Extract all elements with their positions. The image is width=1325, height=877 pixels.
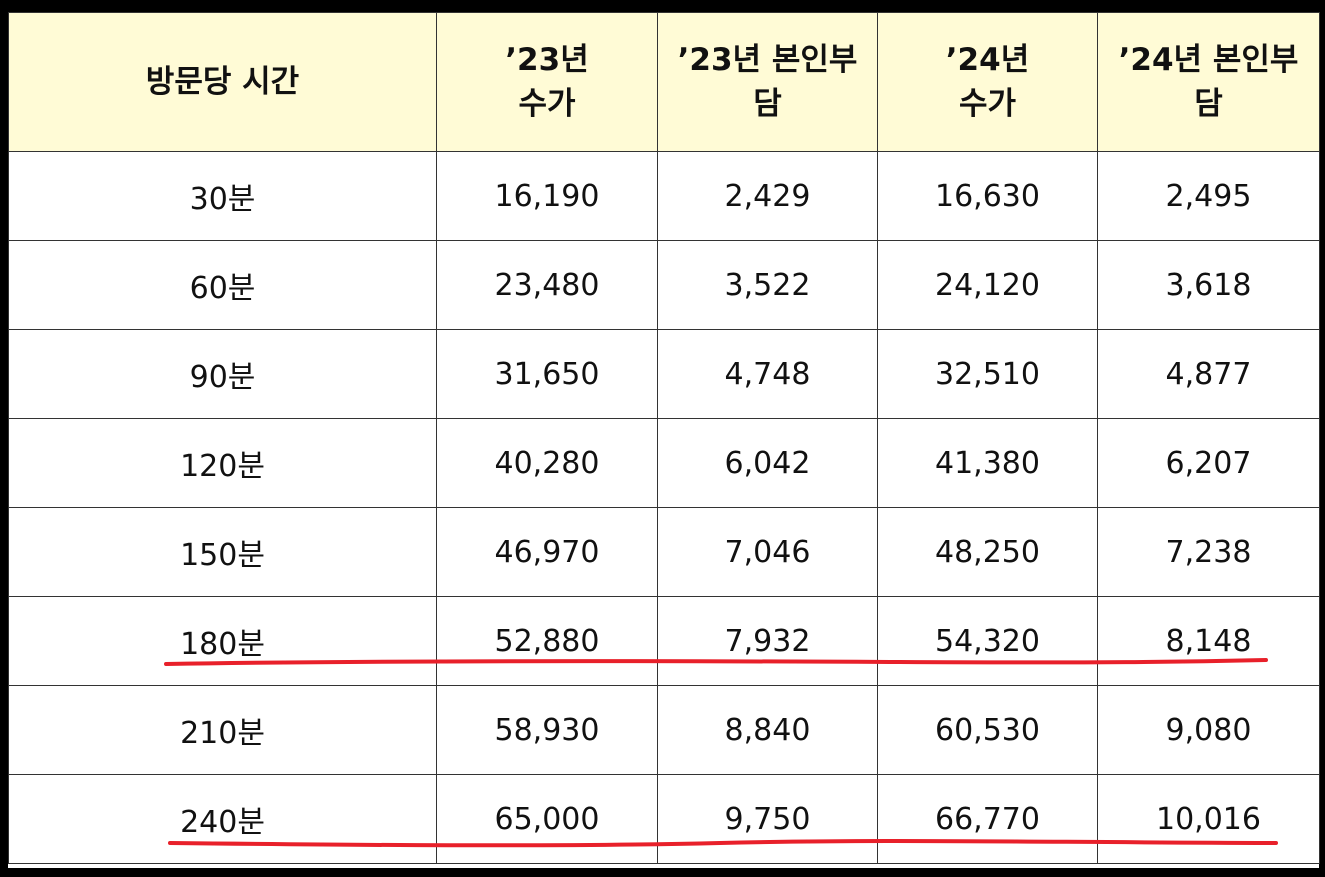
cell-2024-fee: 16,630 [877, 151, 1098, 241]
cell-2024-copay: 6,207 [1097, 418, 1320, 508]
cell-2023-fee: 46,970 [436, 507, 658, 597]
fee-table: 방문당 시간 ’23년 수가 ’23년 본인부 담 ’24년 수가 ’24년 본… [8, 12, 1320, 864]
cell-2023-fee: 23,480 [436, 240, 658, 330]
cell-2023-copay: 6,042 [657, 418, 878, 508]
cell-2023-fee: 58,930 [436, 685, 658, 775]
cell-2023-fee: 52,880 [436, 596, 658, 686]
table-row: 60분 23,480 3,522 24,120 3,618 [8, 240, 1320, 330]
header-2024-fee: ’24년 수가 [877, 12, 1098, 152]
table-row: 90분 31,650 4,748 32,510 4,877 [8, 329, 1320, 419]
table-row: 210분 58,930 8,840 60,530 9,080 [8, 685, 1320, 775]
header-row: 방문당 시간 ’23년 수가 ’23년 본인부 담 ’24년 수가 ’24년 본… [8, 12, 1320, 152]
cell-2024-fee: 41,380 [877, 418, 1098, 508]
table-row: 30분 16,190 2,429 16,630 2,495 [8, 151, 1320, 241]
cell-2024-fee: 66,770 [877, 774, 1098, 864]
table-row: 120분 40,280 6,042 41,380 6,207 [8, 418, 1320, 508]
header-2023-fee: ’23년 수가 [436, 12, 658, 152]
cell-2024-copay: 3,618 [1097, 240, 1320, 330]
table-row-highlighted: 180분 52,880 7,932 54,320 8,148 [8, 596, 1320, 686]
cell-2024-copay: 2,495 [1097, 151, 1320, 241]
table-row-highlighted: 240분 65,000 9,750 66,770 10,016 [8, 774, 1320, 864]
cell-2024-copay: 8,148 [1097, 596, 1320, 686]
cell-2023-copay: 2,429 [657, 151, 878, 241]
cell-visit-time: 180분 [8, 596, 437, 686]
cell-2023-fee: 65,000 [436, 774, 658, 864]
table-header: 방문당 시간 ’23년 수가 ’23년 본인부 담 ’24년 수가 ’24년 본… [8, 12, 1320, 152]
cell-visit-time: 240분 [8, 774, 437, 864]
cell-visit-time: 210분 [8, 685, 437, 775]
cell-visit-time: 120분 [8, 418, 437, 508]
cell-2023-copay: 9,750 [657, 774, 878, 864]
cell-2023-copay: 7,046 [657, 507, 878, 597]
cell-visit-time: 90분 [8, 329, 437, 419]
header-visit-time: 방문당 시간 [8, 12, 437, 152]
header-2023-copay: ’23년 본인부 담 [657, 12, 878, 152]
cell-2023-fee: 31,650 [436, 329, 658, 419]
cell-visit-time: 30분 [8, 151, 437, 241]
cell-2023-fee: 16,190 [436, 151, 658, 241]
cell-2024-fee: 60,530 [877, 685, 1098, 775]
cell-2024-fee: 48,250 [877, 507, 1098, 597]
cell-2023-copay: 7,932 [657, 596, 878, 686]
cell-2024-copay: 10,016 [1097, 774, 1320, 864]
cell-2023-copay: 3,522 [657, 240, 878, 330]
cell-visit-time: 60분 [8, 240, 437, 330]
cell-2024-fee: 54,320 [877, 596, 1098, 686]
cell-2024-copay: 9,080 [1097, 685, 1320, 775]
table-body: 30분 16,190 2,429 16,630 2,495 60분 23,480… [8, 151, 1320, 864]
cell-2024-fee: 24,120 [877, 240, 1098, 330]
cell-2024-copay: 7,238 [1097, 507, 1320, 597]
header-2024-copay: ’24년 본인부 담 [1097, 12, 1320, 152]
cell-2023-fee: 40,280 [436, 418, 658, 508]
cell-2024-fee: 32,510 [877, 329, 1098, 419]
cell-visit-time: 150분 [8, 507, 437, 597]
cell-2023-copay: 8,840 [657, 685, 878, 775]
cell-2023-copay: 4,748 [657, 329, 878, 419]
table-row: 150분 46,970 7,046 48,250 7,238 [8, 507, 1320, 597]
fee-table-container: 방문당 시간 ’23년 수가 ’23년 본인부 담 ’24년 수가 ’24년 본… [8, 12, 1320, 868]
cell-2024-copay: 4,877 [1097, 329, 1320, 419]
